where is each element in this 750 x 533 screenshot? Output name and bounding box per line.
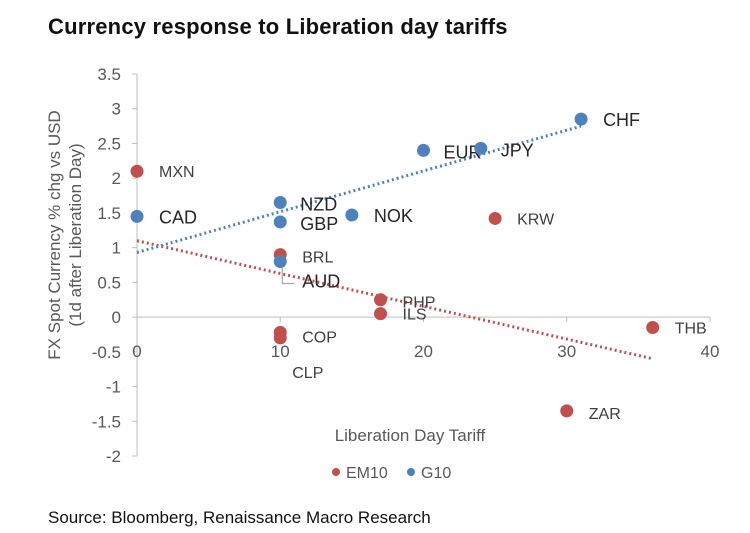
x-axis-title: Liberation Day Tariff (335, 426, 486, 445)
point-label-aud: AUD (302, 272, 340, 292)
aud-leader-line (281, 267, 295, 285)
y-axis-title-line: (1d after Liberation Day) (66, 143, 85, 326)
point-ils (374, 307, 388, 321)
y-tick-label: 2 (112, 169, 121, 188)
y-tick-label: 3.5 (97, 65, 121, 84)
point-label-gbp: GBP (300, 214, 338, 234)
point-thb (646, 321, 660, 335)
point-label-brl: BRL (302, 250, 333, 267)
x-tick-label: 20 (414, 342, 433, 361)
x-tick-label: 0 (132, 342, 141, 361)
point-label-php: PHP (403, 295, 436, 312)
point-label-ils: ILS (403, 307, 427, 324)
point-label-chf: CHF (603, 110, 640, 130)
point-jpy (474, 141, 488, 155)
point-nok (345, 208, 359, 222)
y-tick-label: 0 (112, 308, 121, 327)
point-label-cop: COP (302, 329, 337, 346)
point-cad (130, 209, 144, 223)
y-tick-label: -2 (106, 447, 121, 466)
point-mxn (130, 164, 144, 178)
x-tick-label: 40 (701, 342, 720, 361)
chart-title: Currency response to Liberation day tari… (48, 14, 508, 39)
point-zar (560, 404, 574, 418)
y-tick-label: 1.5 (97, 204, 121, 223)
y-tick-label: 1 (112, 239, 121, 258)
y-tick-label: 0.5 (97, 273, 121, 292)
point-clp (273, 331, 287, 345)
y-axis-title: FX Spot Currency % chg vs USD (1d after L… (45, 110, 85, 359)
trendline-g10 (136, 124, 582, 254)
point-aud (273, 255, 287, 269)
y-tick-label: -0.5 (92, 343, 121, 362)
y-axis-title-line: FX Spot Currency % chg vs USD (45, 110, 64, 359)
y-tick-label: 3 (112, 100, 121, 119)
source-note: Source: Bloomberg, Renaissance Macro Res… (48, 508, 431, 527)
y-tick-label: 2.5 (97, 134, 121, 153)
point-label-clp: CLP (292, 365, 323, 382)
point-label-cad: CAD (159, 207, 197, 227)
legend-marker-g10 (407, 468, 415, 476)
point-php (374, 293, 388, 307)
scatter-chart: -2 -1.5 -1 -0.5 0 0.5 1 1.5 2 2.5 3 3.5 0 10 20 30 40 FX … (45, 65, 720, 482)
point-chf (574, 112, 588, 126)
legend-label-g10: G10 (421, 465, 451, 482)
point-gbp (273, 215, 287, 229)
point-label-thb: THB (675, 321, 707, 338)
x-tick-label: 10 (271, 342, 290, 361)
point-eur (417, 143, 430, 157)
trendline-em10 (136, 239, 654, 361)
point-krw (488, 211, 502, 225)
legend-marker-em10 (332, 468, 340, 476)
y-tick-label: -1 (106, 378, 121, 397)
point-label-nok: NOK (374, 206, 413, 226)
point-label-eur: EUR (444, 142, 482, 162)
point-label-zar: ZAR (589, 406, 621, 423)
point-label-nzd: NZD (300, 194, 337, 214)
x-tick-label: 30 (557, 342, 576, 361)
legend-label-em10: EM10 (346, 465, 388, 482)
point-label-krw: KRW (517, 211, 555, 228)
point-nzd (273, 195, 287, 209)
y-tick-label: -1.5 (92, 412, 121, 431)
point-label-jpy: JPY (501, 140, 534, 160)
point-label-mxn: MXN (159, 164, 195, 181)
